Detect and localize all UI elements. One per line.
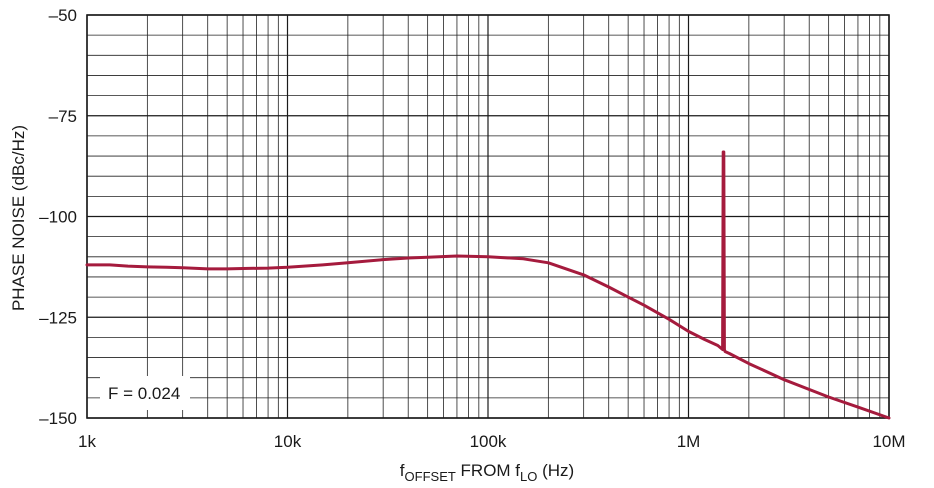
y-tick-label: –125 <box>39 308 77 327</box>
y-tick-label: –75 <box>49 107 77 126</box>
x-tick-labels: 1k 10k 100k 1M 10M <box>78 432 906 451</box>
x-tick-label: 1k <box>78 432 96 451</box>
x-axis-title-prefix-subscript: OFFSET <box>405 469 456 484</box>
x-tick-label: 10k <box>274 432 302 451</box>
x-axis-title: fOFFSET FROM fLO (Hz) <box>400 461 574 484</box>
plot-frame <box>86 14 890 419</box>
y-tick-labels: –50 –75 –100 –125 –150 <box>39 6 77 428</box>
x-tick-label: 10M <box>872 432 905 451</box>
phase-noise-series-line <box>85 150 891 420</box>
series-group <box>85 150 891 420</box>
x-tick-label: 1M <box>677 432 701 451</box>
y-tick-label: –50 <box>49 6 77 25</box>
x-axis-title-mid-subscript: LO <box>520 469 537 484</box>
x-tick-label: 100k <box>470 432 507 451</box>
x-axis-title-prefix: f <box>400 461 405 480</box>
annotation-label: F = 0.024 <box>108 384 180 403</box>
y-axis-title: PHASE NOISE (dBc/Hz) <box>9 125 28 311</box>
y-tick-label: –150 <box>39 409 77 428</box>
y-tick-label: –100 <box>39 208 77 227</box>
x-axis-title-suffix: (Hz) <box>537 461 574 480</box>
annotation-box <box>100 376 190 410</box>
x-axis-title-mid: FROM f <box>456 461 520 480</box>
